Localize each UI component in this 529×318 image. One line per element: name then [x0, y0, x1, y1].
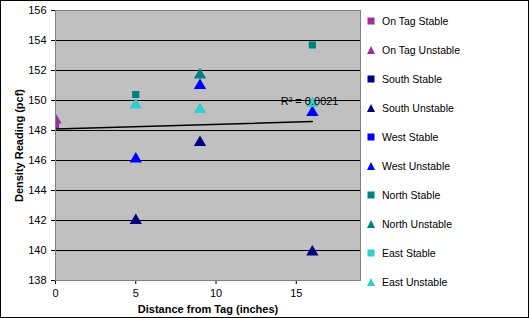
html-text:On Tag Stable: On Tag Stable [382, 14, 449, 27]
svg-text:140: 140 [28, 244, 46, 256]
svg-text:154: 154 [28, 34, 46, 46]
svg-text:R² = 0.0021: R² = 0.0021 [281, 95, 339, 107]
html-text:East Stable: East Stable [382, 246, 436, 259]
svg-text:0: 0 [52, 287, 58, 299]
svg-text:156: 156 [28, 4, 46, 16]
svg-text:Density Reading (pcf): Density Reading (pcf) [13, 89, 25, 202]
svg-text:142: 142 [28, 214, 46, 226]
html-text:South Stable: South Stable [382, 72, 443, 85]
svg-text:150: 150 [28, 94, 46, 106]
svg-text:152: 152 [28, 64, 46, 76]
html-text:West Stable: West Stable [382, 130, 439, 143]
html-text:East Unstable: East Unstable [382, 275, 448, 288]
html-text:North Stable: North Stable [382, 188, 441, 201]
svg-text:148: 148 [28, 124, 46, 136]
svg-text:5: 5 [133, 287, 139, 299]
svg-text:15: 15 [290, 287, 302, 299]
html-text:North Unstable: North Unstable [382, 217, 452, 230]
html-text:South Unstable: South Unstable [382, 101, 454, 114]
svg-text:10: 10 [210, 287, 222, 299]
svg-text:146: 146 [28, 154, 46, 166]
svg-text:144: 144 [28, 184, 46, 196]
html-text:West Unstable: West Unstable [382, 159, 451, 172]
svg-text:138: 138 [28, 274, 46, 286]
svg-text:Distance from Tag (inches): Distance from Tag (inches) [138, 303, 279, 315]
html-text:On Tag Unstable: On Tag Unstable [382, 43, 460, 56]
